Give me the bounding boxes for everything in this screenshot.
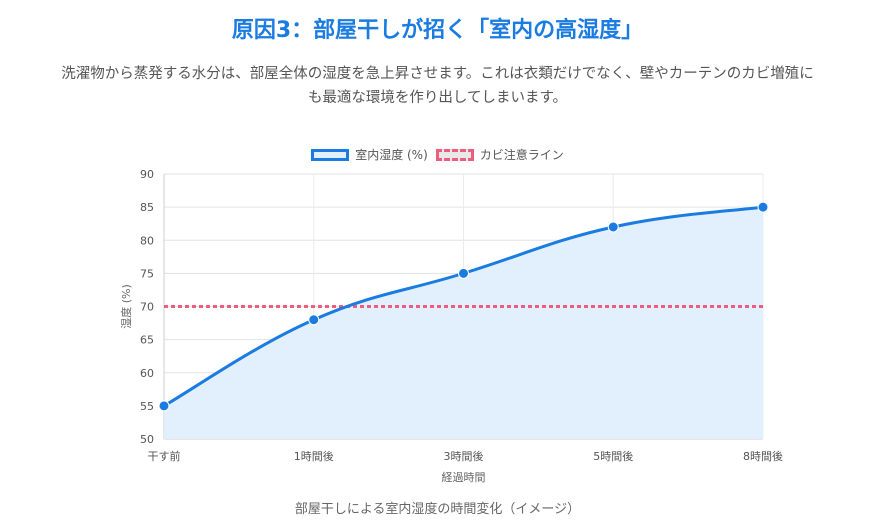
chart-legend: 室内湿度 (%) カビ注意ライン xyxy=(0,146,875,163)
x-tick-label: 1時間後 xyxy=(294,449,334,463)
legend-label-humidity: 室内湿度 (%) xyxy=(355,148,428,162)
x-tick-label: 5時間後 xyxy=(593,449,633,463)
humidity-data-point xyxy=(308,314,320,326)
x-tick-label: 干す前 xyxy=(148,449,181,463)
y-tick-label: 65 xyxy=(140,334,154,347)
x-tick-label: 8時間後 xyxy=(743,449,783,463)
y-tick-label: 70 xyxy=(140,301,154,314)
y-tick-label: 90 xyxy=(140,168,154,181)
humidity-area-fill xyxy=(164,207,763,439)
legend-item-humidity[interactable]: 室内湿度 (%) xyxy=(311,146,428,163)
page-title: 原因3：部屋干しが招く「室内の高湿度」 xyxy=(231,18,644,43)
y-tick-label: 60 xyxy=(140,367,154,380)
legend-item-mold-line[interactable]: カビ注意ライン xyxy=(435,146,564,163)
humidity-data-point xyxy=(607,221,619,233)
humidity-data-point xyxy=(158,400,170,412)
y-tick-label: 50 xyxy=(140,433,154,446)
x-axis-title: 経過時間 xyxy=(442,471,486,484)
legend-swatch-humidity xyxy=(311,148,350,161)
y-axis-title: 湿度 (%) xyxy=(119,284,133,329)
x-tick-label: 3時間後 xyxy=(444,449,484,463)
y-tick-label: 75 xyxy=(140,267,154,280)
y-tick-label: 55 xyxy=(140,400,154,413)
humidity-data-point xyxy=(757,201,769,213)
humidity-data-point xyxy=(458,267,469,279)
legend-swatch-mold-line xyxy=(435,148,474,161)
y-tick-label: 85 xyxy=(140,201,154,214)
chart-caption: 部屋干しによる室内湿度の時間変化（イメージ） xyxy=(294,502,581,517)
page-description: 洗濯物から蒸発する水分は、部屋全体の湿度を急上昇させます。これは衣類だけでなく、… xyxy=(61,66,814,106)
legend-label-mold-line: カビ注意ライン xyxy=(479,148,564,162)
y-tick-label: 80 xyxy=(140,234,154,247)
